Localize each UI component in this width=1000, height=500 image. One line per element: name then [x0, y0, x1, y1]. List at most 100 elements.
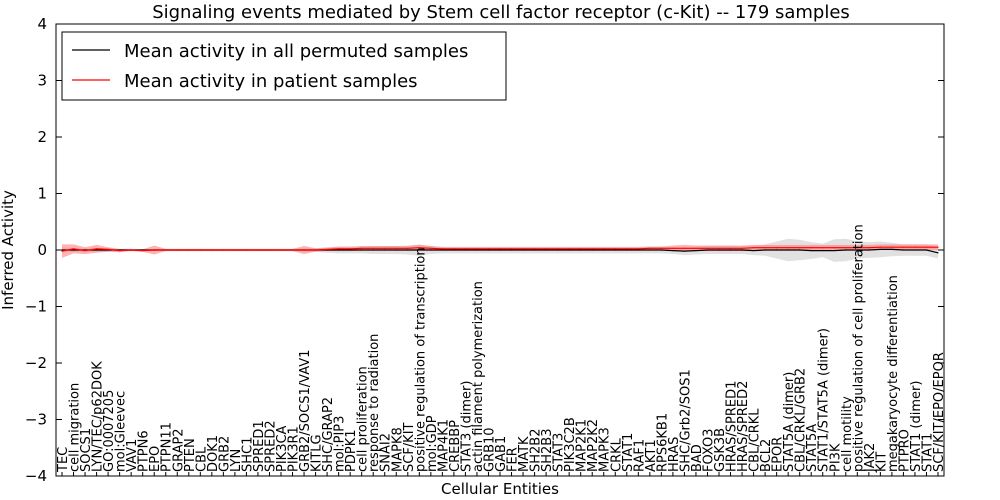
- x-tick-label: SNAI2: [379, 433, 394, 472]
- data-point: [395, 249, 397, 251]
- x-tick-label: STAT1: [621, 433, 636, 472]
- data-point: [845, 247, 847, 249]
- data-point: [199, 249, 201, 251]
- data-point: [729, 247, 732, 249]
- data-point: [153, 249, 155, 251]
- data-point: [810, 247, 812, 249]
- data-point: [776, 249, 778, 251]
- x-tick-label: PTPRO: [897, 429, 912, 472]
- data-point: [752, 247, 755, 249]
- data-point: [280, 249, 282, 251]
- data-point: [522, 248, 524, 250]
- x-tick-label: actin filament polymerization: [471, 281, 486, 472]
- data-point: [545, 249, 547, 251]
- data-point: [533, 248, 536, 250]
- data-point: [441, 249, 443, 251]
- data-point: [580, 248, 582, 250]
- data-point: [568, 248, 570, 250]
- data-point: [706, 247, 709, 249]
- data-point: [914, 246, 916, 248]
- data-point: [268, 249, 271, 251]
- x-tick-label: PIK3CA: [275, 425, 290, 472]
- x-tick-label: STAT5A: [805, 424, 820, 472]
- data-point: [799, 249, 801, 251]
- data-point: [107, 248, 109, 251]
- data-point: [706, 249, 709, 251]
- data-point: [142, 249, 144, 252]
- x-axis-label: Cellular Entities: [441, 480, 559, 498]
- data-point: [741, 249, 743, 251]
- data-point: [810, 249, 812, 252]
- data-point: [234, 249, 236, 251]
- data-point: [165, 249, 167, 251]
- data-point: [176, 249, 178, 251]
- data-point: [799, 247, 801, 249]
- x-tick-label: cell proliferation: [356, 366, 371, 472]
- data-point: [188, 249, 190, 251]
- data-point: [407, 247, 409, 249]
- data-point: [695, 249, 697, 252]
- data-point: [314, 249, 317, 251]
- x-tick-label: PIK3C2B: [563, 417, 578, 472]
- x-tick-label: HRAS/SPRED2: [736, 381, 751, 472]
- data-point: [660, 249, 662, 251]
- data-point: [856, 247, 858, 249]
- data-point: [61, 250, 63, 252]
- x-tick-label: SHC/GRAP2: [321, 397, 336, 472]
- data-point: [822, 249, 824, 252]
- x-tick-label: MAP2K1: [575, 419, 590, 472]
- y-axis: −4 −3 −2 −1 0 1 2 3 4: [25, 15, 944, 485]
- data-point: [349, 248, 351, 250]
- y-tick-label: −3: [25, 411, 47, 429]
- x-tick-label: SOCS1: [79, 428, 94, 472]
- data-point: [499, 249, 501, 251]
- data-point: [84, 249, 86, 252]
- y-tick-label: 0: [37, 241, 47, 259]
- data-point: [384, 249, 386, 251]
- y-tick-label: −2: [25, 354, 47, 372]
- data-point: [683, 247, 686, 249]
- x-tick-label: JAK2: [863, 443, 878, 473]
- x-tick-label: STAT5A (dimer): [782, 372, 797, 472]
- x-tick-label: STAT3: [552, 433, 567, 472]
- data-point: [603, 249, 605, 251]
- x-tick-label: STAT1/STAT5A (dimer): [817, 328, 832, 472]
- x-tick-label: CRKL: [609, 437, 624, 472]
- x-tick-label: mol:PIP3: [333, 416, 348, 472]
- x-tick-label: HRAS/SPRED1: [725, 381, 740, 472]
- data-point: [614, 248, 616, 250]
- data-point: [787, 247, 789, 249]
- data-point: [72, 248, 75, 250]
- x-tick-label: FER: [506, 447, 521, 472]
- x-tick-label: CBL/CRKL/GRB2: [794, 368, 809, 472]
- data-point: [868, 249, 870, 251]
- data-point: [672, 247, 674, 249]
- data-point: [718, 249, 720, 251]
- data-point: [637, 249, 639, 251]
- x-tick-label: EPO: [148, 446, 163, 472]
- data-point: [130, 249, 132, 251]
- x-tick-label: MAP4K1: [436, 419, 451, 472]
- x-tick-label: KIT: [874, 452, 889, 472]
- data-point: [626, 249, 628, 251]
- x-tick-label: SH2B3: [540, 429, 555, 473]
- x-tick-label: EPOR: [771, 437, 786, 472]
- x-tick-label: CREBBP: [448, 420, 463, 472]
- data-point: [418, 249, 420, 251]
- data-point: [902, 249, 905, 251]
- data-point: [649, 249, 651, 251]
- data-point: [557, 249, 559, 251]
- legend-label-patient: Mean activity in patient samples: [124, 71, 418, 92]
- x-tick-label: SHC/Grb2/SOS1: [678, 369, 693, 472]
- data-point: [257, 249, 259, 251]
- data-point: [925, 249, 928, 251]
- y-tick-label: 2: [37, 128, 47, 146]
- data-point: [557, 248, 559, 250]
- data-point: [902, 246, 905, 248]
- data-point: [752, 249, 755, 252]
- x-tick-label: PI3K: [828, 443, 843, 472]
- data-point: [879, 248, 881, 251]
- data-point: [672, 249, 674, 252]
